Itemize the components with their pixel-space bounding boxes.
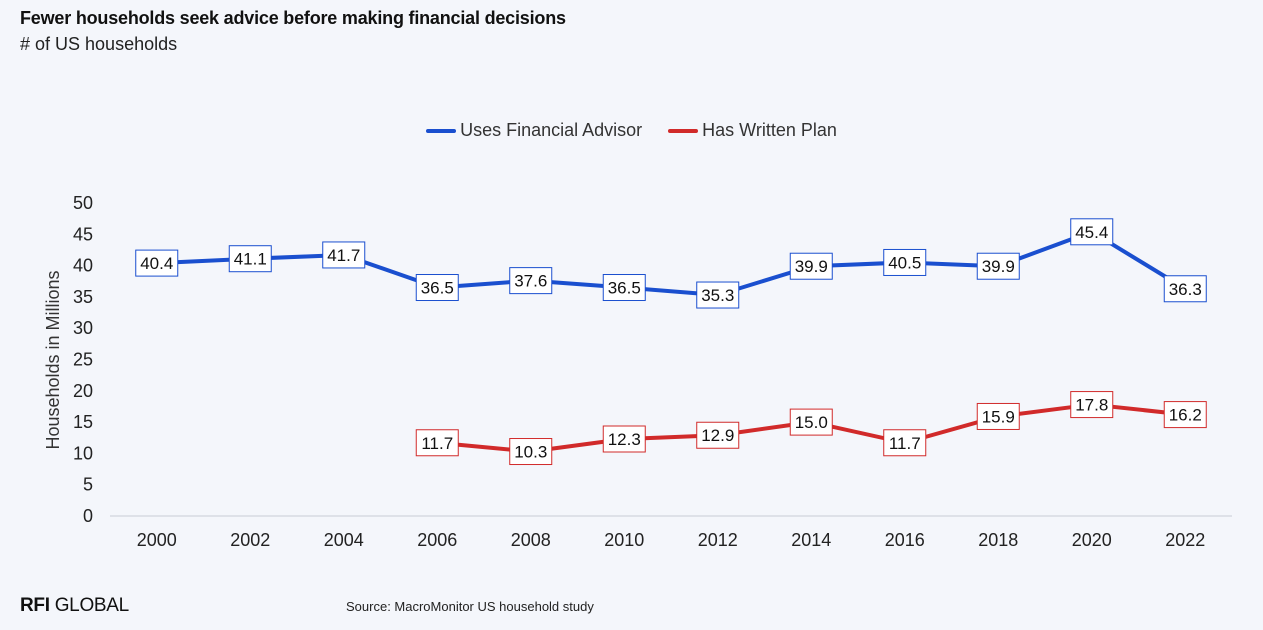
data-label-box (789, 408, 833, 436)
data-label-box (602, 274, 646, 302)
data-label-box (883, 248, 927, 276)
data-label: 15.9 (982, 407, 1015, 426)
data-label: 12.9 (701, 426, 734, 445)
logo-bold: RFI (20, 595, 50, 616)
x-tick-label: 2014 (791, 530, 831, 550)
data-label-box (696, 281, 740, 309)
data-label-box (1070, 391, 1114, 419)
source-note: Source: MacroMonitor US household study (346, 599, 594, 614)
data-label-box (322, 241, 366, 269)
legend-label-plan: Has Written Plan (702, 120, 837, 140)
x-tick-label: 2004 (324, 530, 364, 550)
data-label: 40.4 (140, 254, 173, 273)
data-label-box (789, 252, 833, 280)
data-label-box (228, 245, 272, 273)
data-label: 36.5 (608, 279, 641, 298)
data-label-box (696, 421, 740, 449)
y-axis-title: Households in Millions (43, 270, 63, 449)
data-label-box (509, 267, 553, 295)
data-label: 40.5 (888, 253, 921, 272)
data-label-box (135, 249, 179, 277)
x-tick-label: 2010 (604, 530, 644, 550)
x-tick-label: 2016 (885, 530, 925, 550)
data-label: 12.3 (608, 430, 641, 449)
chart-title: Fewer households seek advice before maki… (20, 8, 566, 28)
data-label-box (976, 252, 1020, 280)
x-tick-label: 2008 (511, 530, 551, 550)
y-tick-label: 25 (73, 350, 93, 370)
x-tick-label: 2022 (1165, 530, 1205, 550)
data-label-box (1163, 401, 1207, 429)
data-label-box (976, 402, 1020, 430)
legend-label-advisor: Uses Financial Advisor (460, 120, 643, 140)
legend-swatch-plan (668, 128, 699, 133)
legend: Uses Financial Advisor Has Written Plan (0, 120, 1263, 141)
data-label: 36.5 (421, 279, 454, 298)
legend-item-advisor: Uses Financial Advisor (426, 120, 642, 141)
data-label-box (1163, 275, 1207, 303)
y-tick-label: 35 (73, 287, 93, 307)
y-tick-label: 40 (73, 256, 93, 276)
series-line-advisor (154, 229, 1188, 298)
data-label-box (883, 429, 927, 457)
rfi-global-logo: RFI GLOBAL (20, 595, 129, 617)
x-tick-label: 2000 (137, 530, 177, 550)
y-tick-label: 20 (73, 381, 93, 401)
data-label: 15.0 (795, 413, 828, 432)
legend-item-plan: Has Written Plan (668, 120, 837, 141)
data-label: 35.3 (701, 286, 734, 305)
y-tick-label: 10 (73, 443, 93, 463)
legend-swatch-advisor (426, 128, 457, 133)
data-label-box (509, 438, 553, 466)
data-label: 45.4 (1075, 223, 1108, 242)
x-tick-label: 2018 (978, 530, 1018, 550)
data-label: 39.9 (795, 257, 828, 276)
x-tick-label: 2006 (417, 530, 457, 550)
y-tick-label: 5 (83, 475, 93, 495)
data-label-box (415, 429, 459, 457)
data-label: 10.3 (514, 443, 547, 462)
y-tick-label: 0 (83, 506, 93, 526)
logo-rest: GLOBAL (49, 595, 130, 616)
data-label: 39.9 (982, 257, 1015, 276)
data-label-box (415, 274, 459, 302)
data-label: 37.6 (514, 272, 547, 291)
data-label: 41.7 (327, 246, 360, 265)
y-tick-label: 15 (73, 412, 93, 432)
y-tick-label: 30 (73, 318, 93, 338)
data-label-box (602, 425, 646, 453)
data-label: 16.2 (1169, 406, 1202, 425)
y-tick-label: 45 (73, 224, 93, 244)
chart-subtitle: # of US households (20, 34, 178, 54)
x-tick-label: 2002 (230, 530, 270, 550)
x-tick-label: 2020 (1072, 530, 1112, 550)
x-tick-label: 2012 (698, 530, 738, 550)
data-label: 41.1 (234, 250, 267, 269)
y-tick-label: 50 (73, 193, 93, 213)
data-label: 17.8 (1075, 396, 1108, 415)
data-label: 11.7 (889, 434, 921, 453)
data-label: 36.3 (1169, 280, 1202, 299)
data-label: 11.7 (421, 434, 453, 453)
data-label-box (1070, 218, 1114, 246)
